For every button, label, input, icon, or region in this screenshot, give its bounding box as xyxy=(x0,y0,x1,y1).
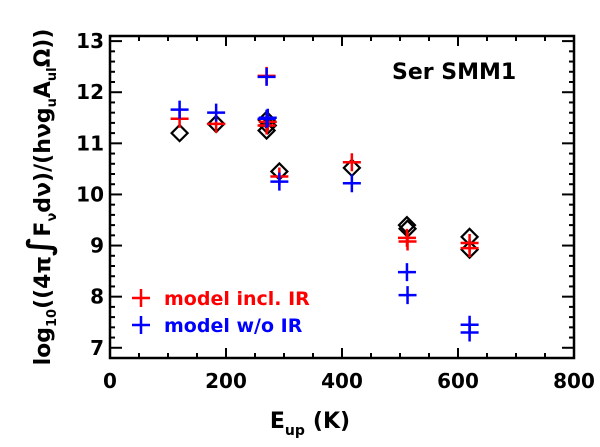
legend-entry-label: model w/o IR xyxy=(164,315,303,337)
legend: model incl. IR model w/o IR xyxy=(132,288,310,337)
plot-title: Ser SMM1 xyxy=(392,60,516,85)
legend-plus-marker xyxy=(132,316,150,334)
x-tick-label: 400 xyxy=(321,369,363,393)
data-points xyxy=(170,66,480,342)
plus-marker xyxy=(207,103,226,122)
y-tick-label: 7 xyxy=(90,336,104,360)
y-tick-label: 12 xyxy=(76,80,104,104)
x-tick-label: 600 xyxy=(437,369,479,393)
plus-marker xyxy=(342,153,361,172)
series-model-w-o-ir xyxy=(170,67,479,342)
y-tick-label: 11 xyxy=(76,131,104,155)
x-axis-label-unit: (K) xyxy=(313,409,350,434)
plus-marker xyxy=(460,239,479,258)
plus-marker xyxy=(270,172,289,191)
y-tick-label: 13 xyxy=(76,29,104,53)
y-axis-label: log10((4π∫Fνdν)/(hνguAulΩ)) xyxy=(20,29,60,366)
diamond-marker xyxy=(170,123,190,143)
legend-plus-marker xyxy=(132,289,150,307)
legend-entry-label: model incl. IR xyxy=(164,288,310,310)
plus-marker xyxy=(257,109,276,128)
diamond-marker xyxy=(257,121,277,141)
x-tick-label: 800 xyxy=(553,369,595,393)
plus-marker xyxy=(398,286,417,305)
axis-ticks xyxy=(109,36,575,358)
axis-tick-labels: 0 200 400 600 800 7 8 9 10 11 12 13 xyxy=(76,29,595,393)
series-model-incl-ir xyxy=(170,66,479,258)
y-tick-label: 9 xyxy=(90,234,104,258)
x-axis-label-sub: up xyxy=(285,423,305,439)
x-axis-label: Eup (K) xyxy=(270,409,350,439)
x-axis-label-main: E xyxy=(270,409,285,434)
x-tick-label: 0 xyxy=(103,369,117,393)
plus-marker xyxy=(342,174,361,193)
x-tick-label: 200 xyxy=(205,369,247,393)
y-tick-label: 10 xyxy=(76,182,104,206)
y-tick-label: 8 xyxy=(90,285,104,309)
plus-marker xyxy=(170,100,189,119)
plus-marker xyxy=(398,232,417,251)
plus-marker xyxy=(460,323,479,342)
plus-marker xyxy=(257,67,276,86)
series-observed xyxy=(170,110,480,260)
plus-marker xyxy=(397,263,416,282)
